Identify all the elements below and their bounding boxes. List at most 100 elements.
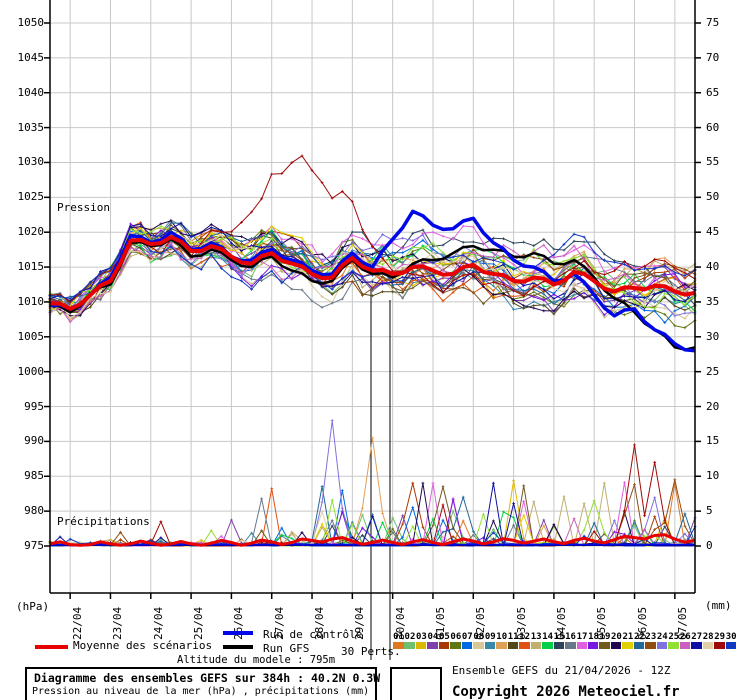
gfs-line-swatch — [223, 645, 253, 649]
precip-tick-label: 10 — [706, 469, 720, 483]
member-color-swatch — [438, 642, 450, 649]
member-number-label: 16 — [565, 632, 576, 642]
member-color-swatch — [599, 642, 610, 649]
precip-tick-label: 30 — [706, 329, 720, 343]
pressure-tick-label: 1020 — [17, 225, 45, 239]
member-number-label: 11 — [507, 632, 519, 642]
control-legend-label: Run de contrôle — [263, 628, 363, 641]
member-color-swatch — [725, 642, 737, 649]
pressure-tick-label: 975 — [24, 538, 44, 552]
member-color-swatch — [484, 642, 496, 649]
precip-tick-label: 15 — [706, 434, 720, 448]
precip-tick-label: 75 — [706, 16, 720, 29]
pressure-tick-label: 1050 — [17, 16, 45, 29]
member-color-swatch — [587, 642, 599, 649]
precip-tick-label: 45 — [706, 225, 720, 239]
member-color-swatch — [404, 642, 415, 649]
date-tick-label: 24/04 — [151, 606, 165, 640]
precip-tick-label: 60 — [706, 120, 720, 134]
pressure-tick-label: 1035 — [17, 120, 45, 134]
member-color-swatch — [656, 642, 668, 649]
run-info-label: Ensemble GEFS du 21/04/2026 - 12Z — [452, 664, 671, 677]
diagram-subtitle: Pression au niveau de la mer (hPa) , pré… — [32, 686, 370, 697]
empty-footer-box — [390, 667, 442, 700]
member-number-label: 12 — [519, 632, 531, 642]
member-color-swatch — [679, 642, 691, 649]
member-number-label: 26 — [679, 632, 691, 642]
member-color-swatch — [565, 642, 576, 649]
precip-tick-label: 20 — [706, 399, 720, 413]
control-line-swatch — [223, 631, 253, 635]
member-number-label: 30 — [725, 632, 737, 642]
member-color-swatch — [461, 642, 473, 649]
date-tick-label: 25/04 — [192, 606, 206, 640]
mean-legend-label: Moyenne des scénarios — [73, 639, 213, 652]
member-number-label: 14 — [542, 632, 554, 642]
diagram-title: Diagramme des ensembles GEFS sur 384h : … — [34, 671, 381, 685]
member-number-label: 04 — [427, 632, 439, 642]
member-number-label: 25 — [668, 632, 680, 642]
precip-tick-label: 70 — [706, 50, 720, 64]
member-number-label: 21 — [622, 632, 634, 642]
left-axis-unit-label: (hPa) — [16, 600, 50, 613]
member-number-label: 17 — [576, 632, 588, 642]
member-color-swatch — [507, 642, 519, 649]
precip-tick-label: 50 — [706, 190, 720, 204]
member-number-label: 03 — [416, 632, 427, 642]
precip-tick-label: 25 — [706, 364, 720, 378]
member-color-swatch — [415, 642, 427, 649]
pressure-section-label: Pression — [57, 201, 110, 214]
pressure-tick-label: 995 — [24, 399, 44, 413]
right-axis-unit-label: (mm) — [705, 599, 732, 612]
member-color-swatch — [645, 642, 656, 649]
member-color-swatch — [542, 642, 553, 649]
pressure-tick-label: 990 — [24, 434, 44, 448]
member-number-label: 10 — [496, 632, 508, 642]
member-color-swatch — [473, 642, 484, 649]
precip-tick-label: 35 — [706, 294, 720, 308]
member-number-label: 24 — [656, 632, 668, 642]
member-number-label: 01 — [393, 632, 404, 642]
member-number-label: 19 — [599, 632, 611, 642]
date-tick-label: 22/04 — [71, 606, 85, 640]
member-number-label: 15 — [553, 632, 565, 642]
pressure-tick-label: 980 — [24, 504, 44, 518]
precip-tick-label: 55 — [706, 155, 720, 169]
member-number-label: 22 — [633, 632, 645, 642]
pressure-tick-label: 1000 — [17, 364, 45, 378]
member-color-swatch — [553, 642, 565, 649]
pressure-tick-label: 1045 — [17, 50, 45, 64]
pressure-tick-label: 1015 — [17, 260, 45, 274]
member-number-label: 20 — [611, 632, 622, 642]
member-color-swatch — [450, 642, 461, 649]
member-color-swatch — [668, 642, 679, 649]
gfs-legend-label: Run GFS — [263, 642, 310, 655]
date-tick-label: 23/04 — [111, 606, 125, 640]
member-color-swatch — [633, 642, 645, 649]
member-number-label: 06 — [450, 632, 462, 642]
mean-line-swatch — [35, 645, 68, 649]
pressure-tick-label: 1025 — [17, 190, 45, 204]
member-color-swatch — [393, 642, 404, 649]
member-number-label: 23 — [645, 632, 657, 642]
title-box: Diagramme des ensembles GEFS sur 384h : … — [25, 667, 381, 700]
pressure-tick-label: 985 — [24, 469, 44, 483]
member-number-label: 08 — [473, 632, 485, 642]
precipitation-section-label: Précipitations — [57, 515, 150, 528]
member-number-label: 13 — [530, 632, 542, 642]
member-color-swatch — [519, 642, 530, 649]
member-number-label: 09 — [484, 632, 496, 642]
member-color-swatch — [496, 642, 507, 649]
member-number-label: 28 — [702, 632, 714, 642]
member-color-swatch — [691, 642, 702, 649]
precip-tick-label: 65 — [706, 85, 720, 99]
precip-tick-label: 40 — [706, 260, 720, 274]
member-number-label: 27 — [691, 632, 703, 642]
precip-tick-label: 0 — [706, 538, 713, 552]
perturbations-count-label: 30 Perts. — [341, 645, 401, 658]
member-color-swatch — [530, 642, 542, 649]
member-color-swatch — [427, 642, 438, 649]
pressure-tick-label: 1005 — [17, 329, 45, 343]
